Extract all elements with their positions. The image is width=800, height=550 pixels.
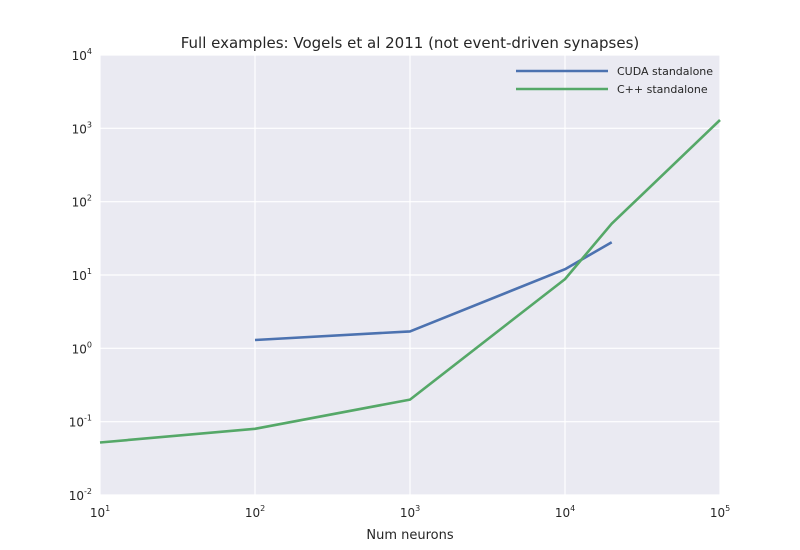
legend-label: C++ standalone <box>617 83 708 96</box>
y-tick-label: 102 <box>72 194 92 210</box>
y-tick-label: 10-1 <box>69 414 92 430</box>
x-tick-label: 105 <box>710 504 730 520</box>
x-axis-label: Num neurons <box>366 528 453 543</box>
series-line-cpp <box>99 119 721 444</box>
chart-title: Full examples: Vogels et al 2011 (not ev… <box>181 34 640 52</box>
grid <box>99 54 721 496</box>
y-tick-label: 101 <box>72 267 92 283</box>
x-tick-label: 104 <box>555 504 575 520</box>
y-axis-ticks: 10-2 10-1 100 101 102 103 104 <box>69 47 92 503</box>
series-layer <box>99 119 721 444</box>
y-tick-label: 10-2 <box>69 487 92 503</box>
x-axis-ticks: 101 102 103 104 105 <box>90 504 730 520</box>
y-tick-label: 103 <box>72 120 92 136</box>
series-line-cuda <box>254 241 613 342</box>
x-tick-label: 103 <box>400 504 420 520</box>
legend-label: CUDA standalone <box>617 65 713 78</box>
y-tick-label: 104 <box>72 47 92 63</box>
x-tick-label: 102 <box>245 504 265 520</box>
x-tick-label: 101 <box>90 504 110 520</box>
legend: CUDA standalone C++ standalone <box>516 65 713 96</box>
y-tick-label: 100 <box>72 340 92 356</box>
